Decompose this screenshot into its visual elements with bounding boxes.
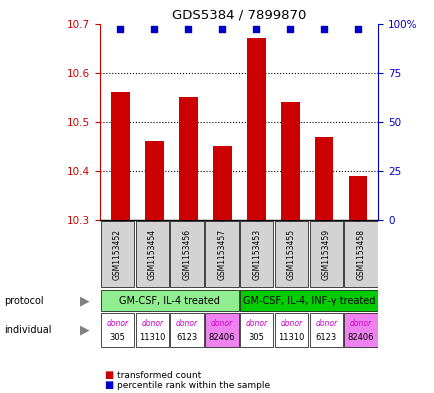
Bar	[240, 290, 377, 311]
Text: donor: donor	[141, 319, 163, 328]
Point	[252, 26, 259, 33]
Bar	[205, 222, 238, 287]
Text: GSM1153455: GSM1153455	[286, 229, 295, 280]
Bar	[135, 222, 168, 287]
Bar	[101, 222, 134, 287]
Text: GM-CSF, IL-4, INF-γ treated: GM-CSF, IL-4, INF-γ treated	[242, 296, 374, 306]
Point	[354, 26, 361, 33]
Bar	[274, 222, 307, 287]
Point	[286, 26, 293, 33]
Bar	[170, 314, 203, 347]
Text: GSM1153459: GSM1153459	[321, 229, 330, 280]
Text: ■: ■	[104, 370, 113, 380]
Title: GDS5384 / 7899870: GDS5384 / 7899870	[172, 8, 306, 21]
Text: GSM1153458: GSM1153458	[356, 229, 365, 280]
Text: percentile rank within the sample: percentile rank within the sample	[117, 381, 270, 389]
Point	[117, 26, 124, 33]
Bar	[101, 290, 238, 311]
Text: ▶: ▶	[80, 294, 89, 307]
Bar	[101, 314, 134, 347]
Text: 11310: 11310	[139, 333, 165, 342]
Bar	[309, 314, 342, 347]
Text: GSM1153457: GSM1153457	[217, 229, 226, 280]
Text: 6123: 6123	[176, 333, 197, 342]
Point	[320, 26, 327, 33]
Text: ■: ■	[104, 380, 113, 390]
Bar	[240, 314, 273, 347]
Point	[151, 26, 158, 33]
Text: ▶: ▶	[80, 323, 89, 337]
Text: transformed count: transformed count	[117, 371, 201, 380]
Text: 305: 305	[248, 333, 264, 342]
Bar	[178, 97, 197, 220]
Bar	[274, 314, 307, 347]
Text: protocol: protocol	[4, 296, 44, 306]
Text: 305: 305	[109, 333, 125, 342]
Bar	[205, 314, 238, 347]
Text: donor: donor	[210, 319, 232, 328]
Bar	[247, 38, 265, 220]
Bar	[213, 147, 231, 220]
Point	[184, 26, 191, 33]
Bar	[348, 176, 367, 220]
Text: donor: donor	[106, 319, 128, 328]
Text: donor: donor	[315, 319, 336, 328]
Text: individual: individual	[4, 325, 52, 335]
Bar	[135, 314, 168, 347]
Text: donor: donor	[280, 319, 302, 328]
Text: 82406: 82406	[347, 333, 373, 342]
Text: GSM1153452: GSM1153452	[113, 229, 122, 280]
Text: donor: donor	[245, 319, 267, 328]
Bar	[170, 222, 203, 287]
Bar	[280, 102, 299, 220]
Bar	[314, 136, 333, 220]
Bar	[145, 141, 163, 220]
Text: GM-CSF, IL-4 treated: GM-CSF, IL-4 treated	[119, 296, 220, 306]
Bar	[344, 222, 377, 287]
Text: donor: donor	[349, 319, 371, 328]
Bar	[344, 314, 377, 347]
Text: GSM1153453: GSM1153453	[252, 229, 260, 280]
Text: donor: donor	[176, 319, 197, 328]
Bar	[309, 222, 342, 287]
Text: GSM1153454: GSM1153454	[148, 229, 156, 280]
Text: 82406: 82406	[208, 333, 234, 342]
Bar	[111, 92, 129, 220]
Text: GSM1153456: GSM1153456	[182, 229, 191, 280]
Text: 11310: 11310	[278, 333, 304, 342]
Text: 6123: 6123	[315, 333, 336, 342]
Point	[218, 26, 225, 33]
Bar	[240, 222, 273, 287]
